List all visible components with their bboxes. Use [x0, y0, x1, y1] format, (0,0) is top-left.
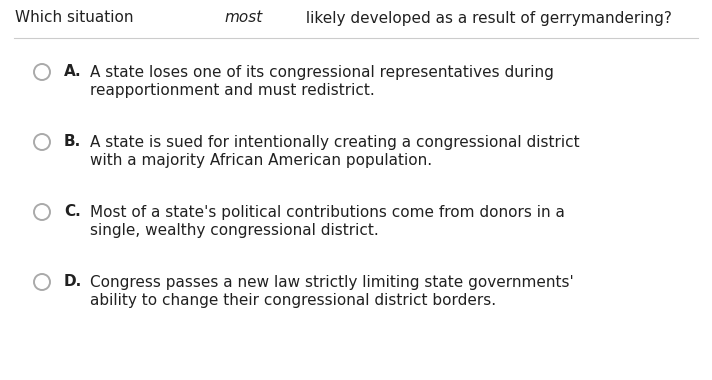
Text: likely developed as a result of gerrymandering?: likely developed as a result of gerryman… — [301, 11, 671, 25]
Text: ability to change their congressional district borders.: ability to change their congressional di… — [90, 293, 496, 307]
Text: most: most — [224, 11, 262, 25]
Text: with a majority African American population.: with a majority African American populat… — [90, 152, 432, 168]
Text: single, wealthy congressional district.: single, wealthy congressional district. — [90, 223, 379, 238]
Text: reapportionment and must redistrict.: reapportionment and must redistrict. — [90, 82, 375, 98]
Text: Congress passes a new law strictly limiting state governments': Congress passes a new law strictly limit… — [90, 274, 574, 290]
Text: B.: B. — [64, 135, 81, 149]
Text: D.: D. — [64, 274, 83, 290]
Text: A state is sued for intentionally creating a congressional district: A state is sued for intentionally creati… — [90, 135, 580, 149]
Text: A state loses one of its congressional representatives during: A state loses one of its congressional r… — [90, 65, 554, 79]
Text: C.: C. — [64, 204, 80, 220]
Text: Most of a state's political contributions come from donors in a: Most of a state's political contribution… — [90, 204, 565, 220]
Text: Which situation: Which situation — [15, 11, 138, 25]
Text: A.: A. — [64, 65, 82, 79]
